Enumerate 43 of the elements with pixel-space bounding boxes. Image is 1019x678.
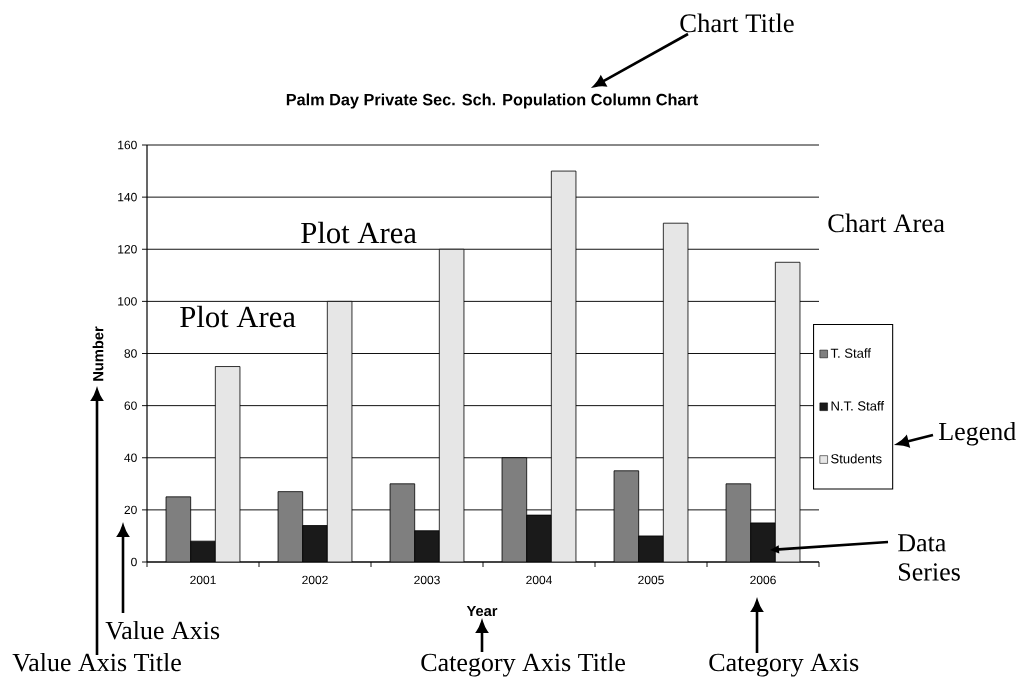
bar <box>613 470 640 563</box>
y-tick-label: 160 <box>118 140 137 150</box>
x-tick-label: 2001 <box>190 575 216 585</box>
annotation: Plot Area <box>180 305 296 328</box>
x-tick-label: 2002 <box>302 575 328 585</box>
chart-title: Palm Day Private Sec. Sch. Population Column Chart <box>286 93 699 109</box>
bar <box>550 170 577 563</box>
x-tick-label: 2003 <box>414 575 440 585</box>
bar <box>389 483 416 563</box>
legend-label: T. Staff <box>830 348 871 358</box>
x-axis-title: Year <box>466 605 498 617</box>
text: Legend <box>939 421 1016 446</box>
bar <box>214 366 241 563</box>
bar <box>501 457 528 563</box>
x-tick-label: 2005 <box>638 575 664 585</box>
text: Value Axis Title <box>12 652 181 672</box>
y-tick-label: 120 <box>118 245 137 254</box>
y-tick-label: 80 <box>124 349 137 358</box>
text: Value Axis <box>105 620 220 640</box>
bar <box>326 300 353 563</box>
text: Chart Area <box>828 213 945 233</box>
text: Category Axis Title <box>421 652 626 677</box>
y-axis-title: Number <box>92 326 104 381</box>
bar <box>774 261 801 563</box>
y-tick-label: 0 <box>131 557 137 567</box>
y-tick-label: 40 <box>124 453 137 463</box>
y-tick-label: 140 <box>118 192 137 202</box>
y-tick-label: 100 <box>118 297 137 306</box>
x-tick-label: 2006 <box>750 575 776 585</box>
legend-label: Students <box>831 453 882 464</box>
bar <box>662 222 689 563</box>
bar <box>277 491 304 563</box>
bar <box>438 248 465 563</box>
text: Category Axis <box>709 653 859 677</box>
text: Data Series <box>898 534 960 581</box>
x-tick-label: 2004 <box>526 575 552 585</box>
bar <box>725 483 752 563</box>
annotation: Plot Area <box>301 221 417 244</box>
y-tick-label: 60 <box>124 401 137 410</box>
legend-label: N.T. Staff <box>831 401 885 411</box>
text: Chart Title <box>680 13 794 33</box>
bar <box>165 496 192 563</box>
y-tick-label: 20 <box>124 505 137 515</box>
